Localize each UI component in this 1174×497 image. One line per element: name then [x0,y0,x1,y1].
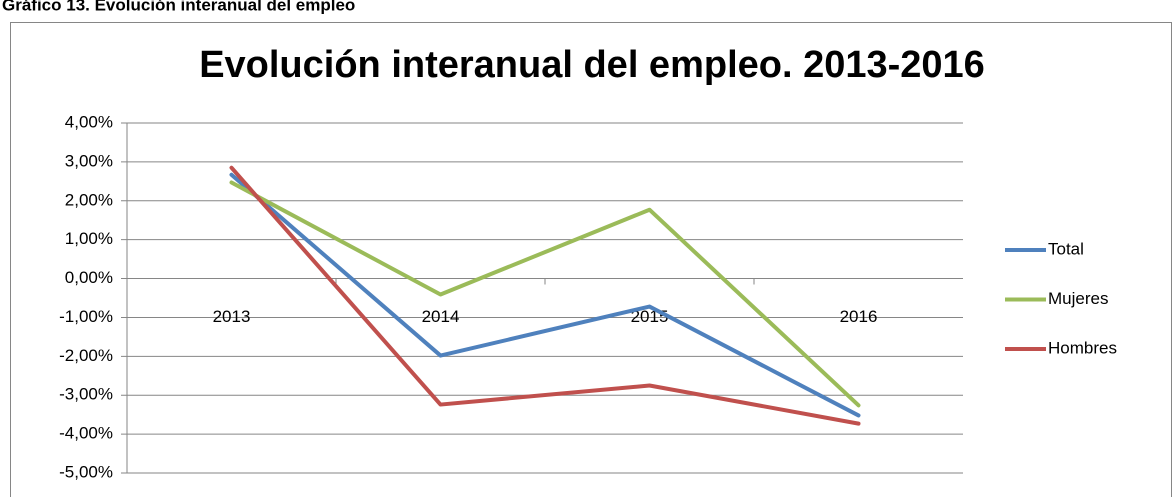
y-tick-label: 1,00% [65,229,113,248]
y-tick-label: -2,00% [59,346,113,365]
y-tick-label: -4,00% [59,424,113,443]
legend-label: Mujeres [1048,289,1108,308]
y-tick-label: 0,00% [65,268,113,287]
chart-title: Evolución interanual del empleo. 2013-20… [199,44,985,86]
x-tick-label: 2016 [840,307,878,326]
legend-label: Hombres [1048,338,1117,357]
series-line [229,180,861,408]
caption: Gráfico 13. Evolución interanual del emp… [2,0,355,14]
series-line [229,165,861,426]
series-line [229,172,861,418]
y-tick-label: -5,00% [59,462,113,481]
y-tick-label: -1,00% [59,307,113,326]
legend-label: Total [1048,239,1084,258]
y-tick-label: 3,00% [65,151,113,170]
chart-frame [10,22,1172,497]
y-tick-label: 4,00% [65,112,113,131]
x-tick-label: 2013 [213,307,251,326]
x-tick-label: 2014 [422,307,460,326]
y-tick-label: -3,00% [59,385,113,404]
y-tick-label: 2,00% [65,190,113,209]
